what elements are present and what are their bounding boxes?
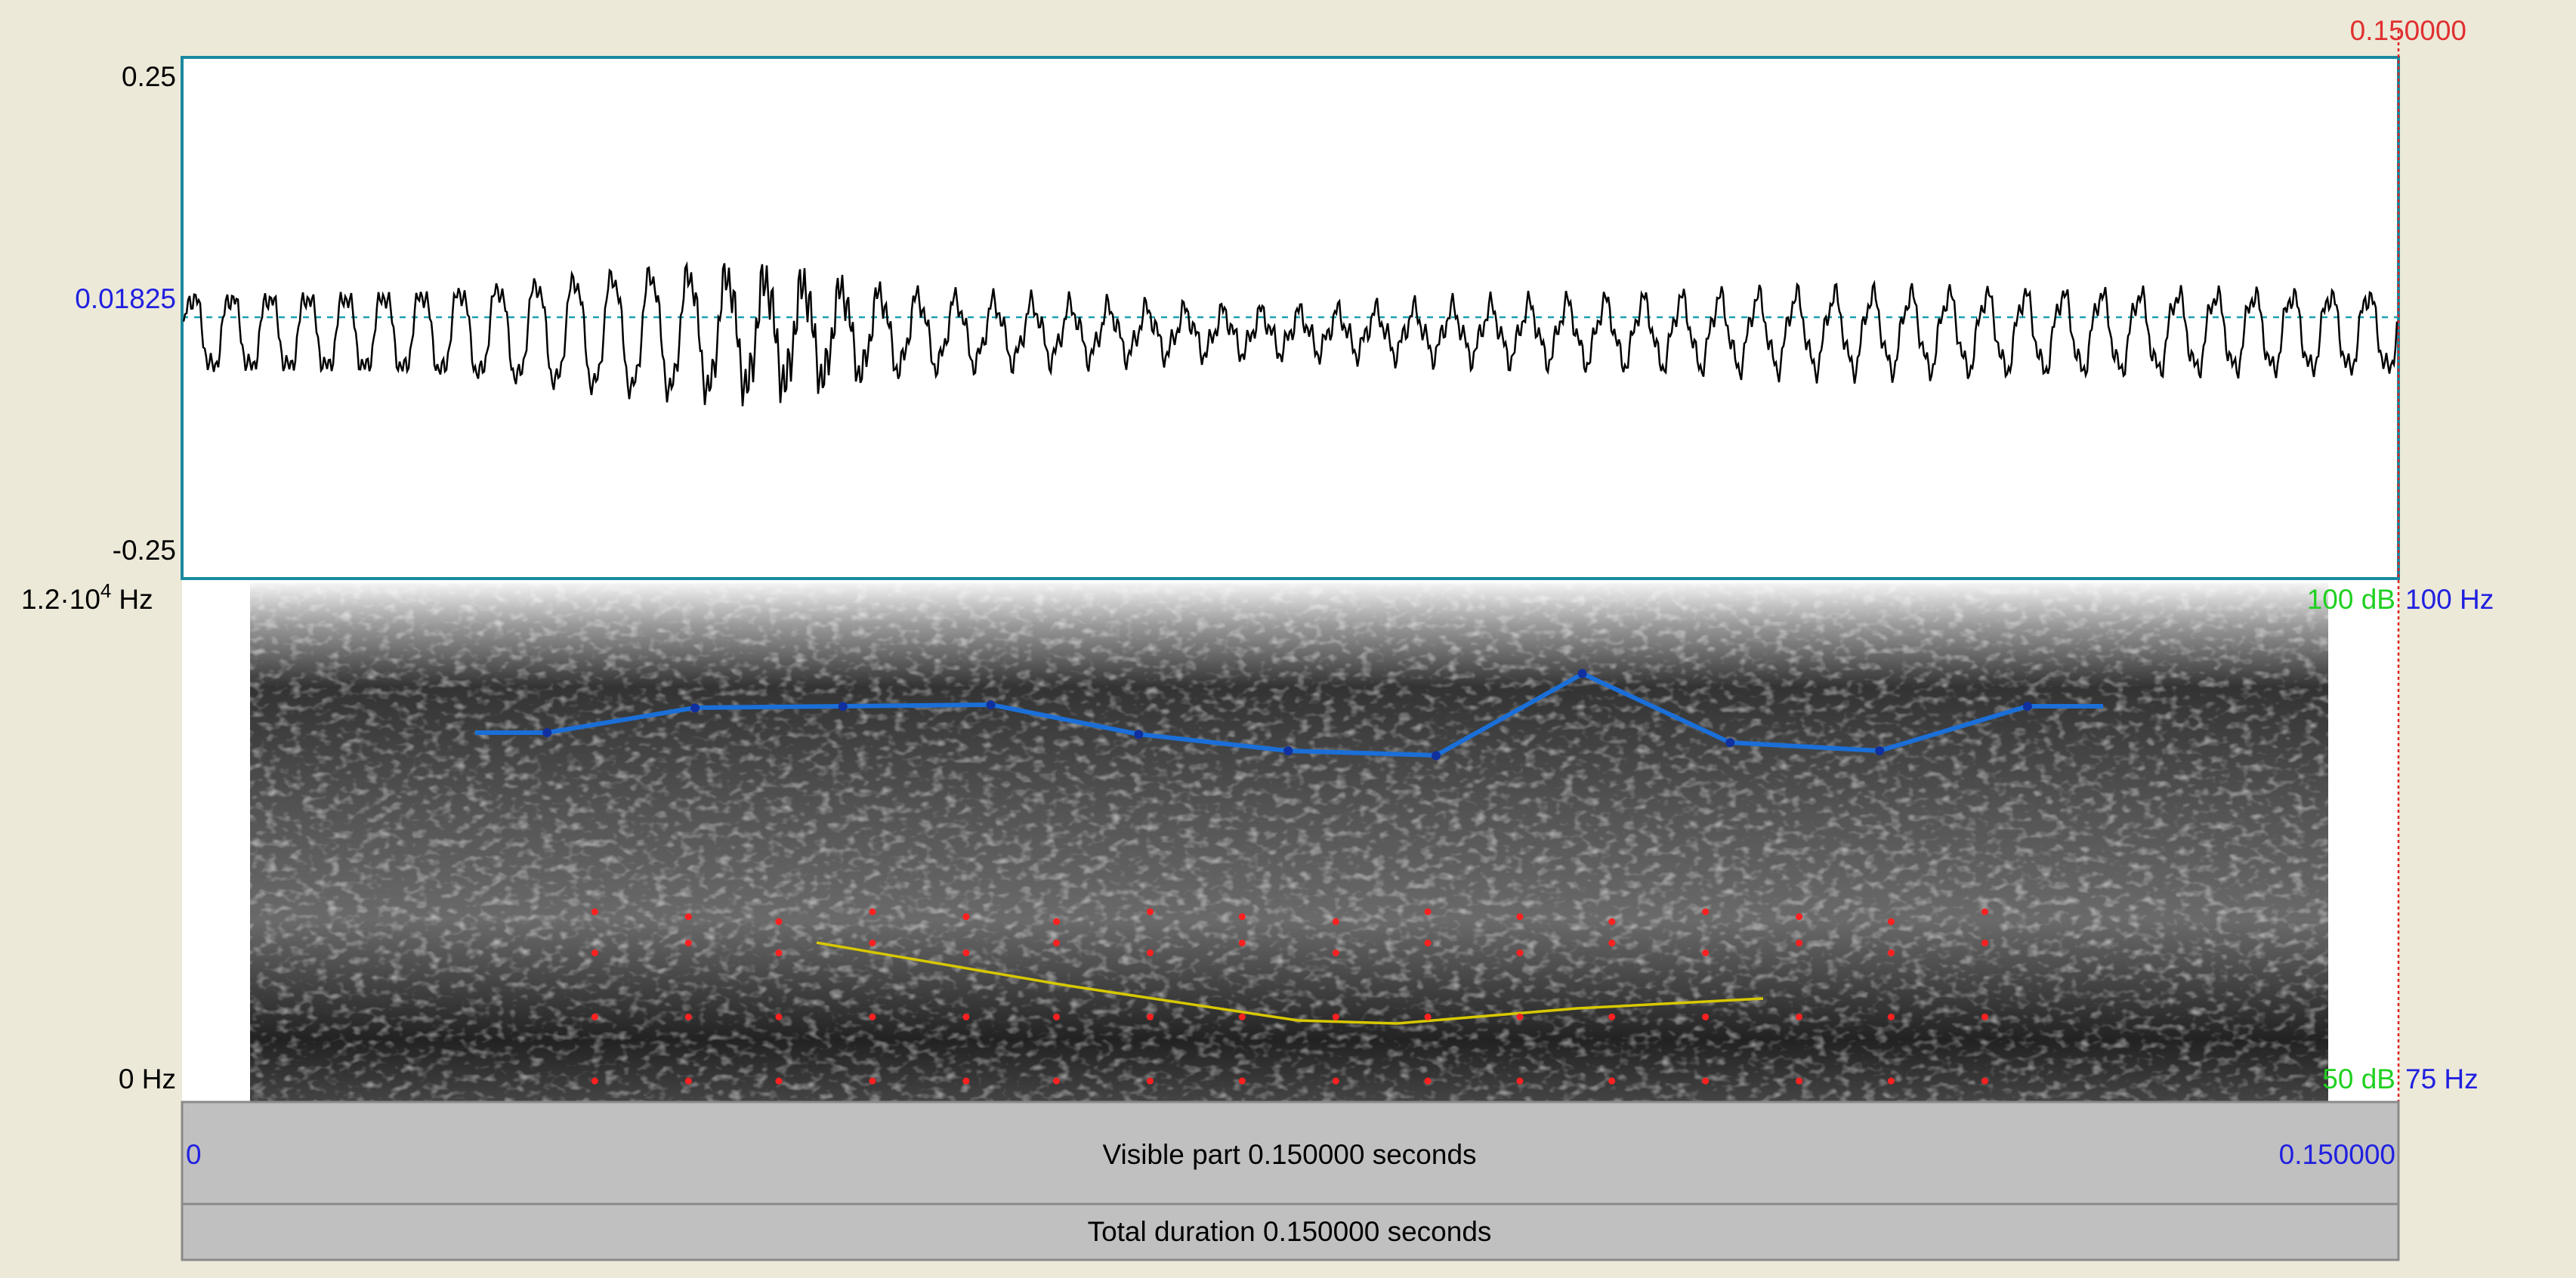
pitch-point — [542, 728, 552, 738]
formant-dot — [1424, 939, 1432, 946]
formant-dot — [775, 949, 783, 956]
formant-dot — [1981, 939, 1988, 946]
freq-top-base: 1.2·10 — [21, 584, 100, 615]
formant-dot — [962, 1077, 970, 1085]
formant-dot — [591, 1077, 598, 1085]
intensity-top: 100 dB — [2307, 584, 2395, 615]
amp-level: 0.01825 — [75, 283, 176, 314]
freq-bottom: 0 Hz — [119, 1063, 176, 1094]
waveform — [182, 261, 2398, 406]
formant-dot — [1147, 949, 1154, 956]
formant-dot — [1332, 918, 1339, 925]
pitch-point — [1431, 751, 1441, 761]
formant-dot — [684, 1077, 692, 1085]
formant-dot — [775, 1077, 783, 1085]
formant-dot — [1053, 1013, 1061, 1020]
total-label[interactable]: Total duration 0.150000 seconds — [1088, 1216, 1492, 1247]
formant-dot — [869, 939, 876, 946]
formant-dot — [869, 1077, 876, 1085]
formant-dot — [684, 1013, 692, 1020]
formant-dot — [1981, 1013, 1988, 1020]
pitch-top: 100 Hz — [2405, 584, 2494, 615]
formant-dot — [1053, 939, 1061, 946]
formant-dot — [1702, 908, 1710, 915]
visible-start: 0 — [186, 1139, 202, 1170]
pitch-point — [2022, 702, 2032, 712]
pitch-point — [690, 703, 700, 713]
formant-dot — [1887, 949, 1895, 956]
formant-dot — [1796, 939, 1803, 946]
freq-top: 1.2·104 Hz — [21, 579, 153, 615]
freq-top-exponent: 4 — [100, 579, 111, 602]
formant-dot — [775, 918, 783, 925]
formant-dot — [1981, 1077, 1988, 1085]
formant-dot — [1516, 913, 1524, 921]
formant-dot — [1332, 949, 1339, 956]
formant-dot — [1608, 918, 1616, 925]
cursor-time: 0.150000 — [2350, 15, 2466, 46]
amp-bottom: -0.25 — [113, 535, 176, 566]
visible-part-bar[interactable] — [181, 1100, 2400, 1205]
formant-dot — [591, 949, 598, 956]
formant-dot — [1147, 908, 1154, 915]
formant-dot — [1238, 1077, 1246, 1085]
formant-dot — [1796, 1077, 1803, 1085]
formant-dot — [684, 939, 692, 946]
formant-dot — [1424, 1077, 1432, 1085]
pitch-point — [1283, 746, 1293, 755]
intensity-curve — [816, 941, 1764, 1025]
formant-dot — [1424, 1013, 1432, 1020]
formant-dot — [775, 1013, 783, 1020]
formant-dot — [684, 913, 692, 921]
formants — [591, 908, 1988, 1085]
formant-dot — [1238, 939, 1246, 946]
formant-dot — [962, 949, 970, 956]
visible-end: 0.150000 — [2279, 1139, 2395, 1170]
formant-dot — [869, 908, 876, 915]
formant-dot — [1608, 939, 1616, 946]
formant-dot — [1796, 913, 1803, 921]
pitch-bottom: 75 Hz — [2405, 1063, 2479, 1094]
spectrogram-texture — [250, 583, 2328, 1102]
formant-dot — [1608, 1077, 1616, 1085]
formant-dot — [1516, 949, 1524, 956]
formant-dot — [1332, 1077, 1339, 1085]
formant-dot — [1887, 1077, 1895, 1085]
visible-label[interactable]: Visible part 0.150000 seconds — [1102, 1139, 1476, 1170]
amp-top: 0.25 — [122, 61, 176, 92]
total-duration-bar[interactable] — [181, 1202, 2400, 1261]
pitch-point — [1725, 738, 1735, 748]
formant-dot — [591, 908, 598, 915]
formant-dot — [1053, 1077, 1061, 1085]
formant-dot — [1608, 1013, 1616, 1020]
formant-dot — [1702, 1013, 1710, 1020]
pitch-point — [986, 700, 996, 710]
formant-dot — [1053, 918, 1061, 925]
freq-top-unit: Hz — [119, 584, 153, 615]
formant-dot — [1332, 1013, 1339, 1020]
pitch-point — [1875, 746, 1885, 755]
formant-dot — [1981, 908, 1988, 915]
formant-dot — [1424, 908, 1432, 915]
formant-dot — [1147, 1013, 1154, 1020]
formant-dot — [1516, 1013, 1524, 1020]
pitch-point — [1134, 730, 1144, 739]
formant-dot — [1516, 1077, 1524, 1085]
formant-dot — [1702, 949, 1710, 956]
formant-dot — [1887, 1013, 1895, 1020]
formant-dot — [591, 1013, 598, 1020]
formant-dot — [1887, 918, 1895, 925]
formant-dot — [869, 1013, 876, 1020]
pitch-point — [1577, 668, 1587, 678]
formant-dot — [962, 1013, 970, 1020]
formant-dot — [1702, 1077, 1710, 1085]
formant-dot — [1796, 1013, 1803, 1020]
intensity-bottom: 50 dB — [2322, 1063, 2395, 1094]
pitch-point — [838, 702, 848, 712]
formant-dot — [1238, 1013, 1246, 1020]
formant-dot — [1147, 1077, 1154, 1085]
formant-dot — [1238, 913, 1246, 921]
formant-dot — [962, 913, 970, 921]
